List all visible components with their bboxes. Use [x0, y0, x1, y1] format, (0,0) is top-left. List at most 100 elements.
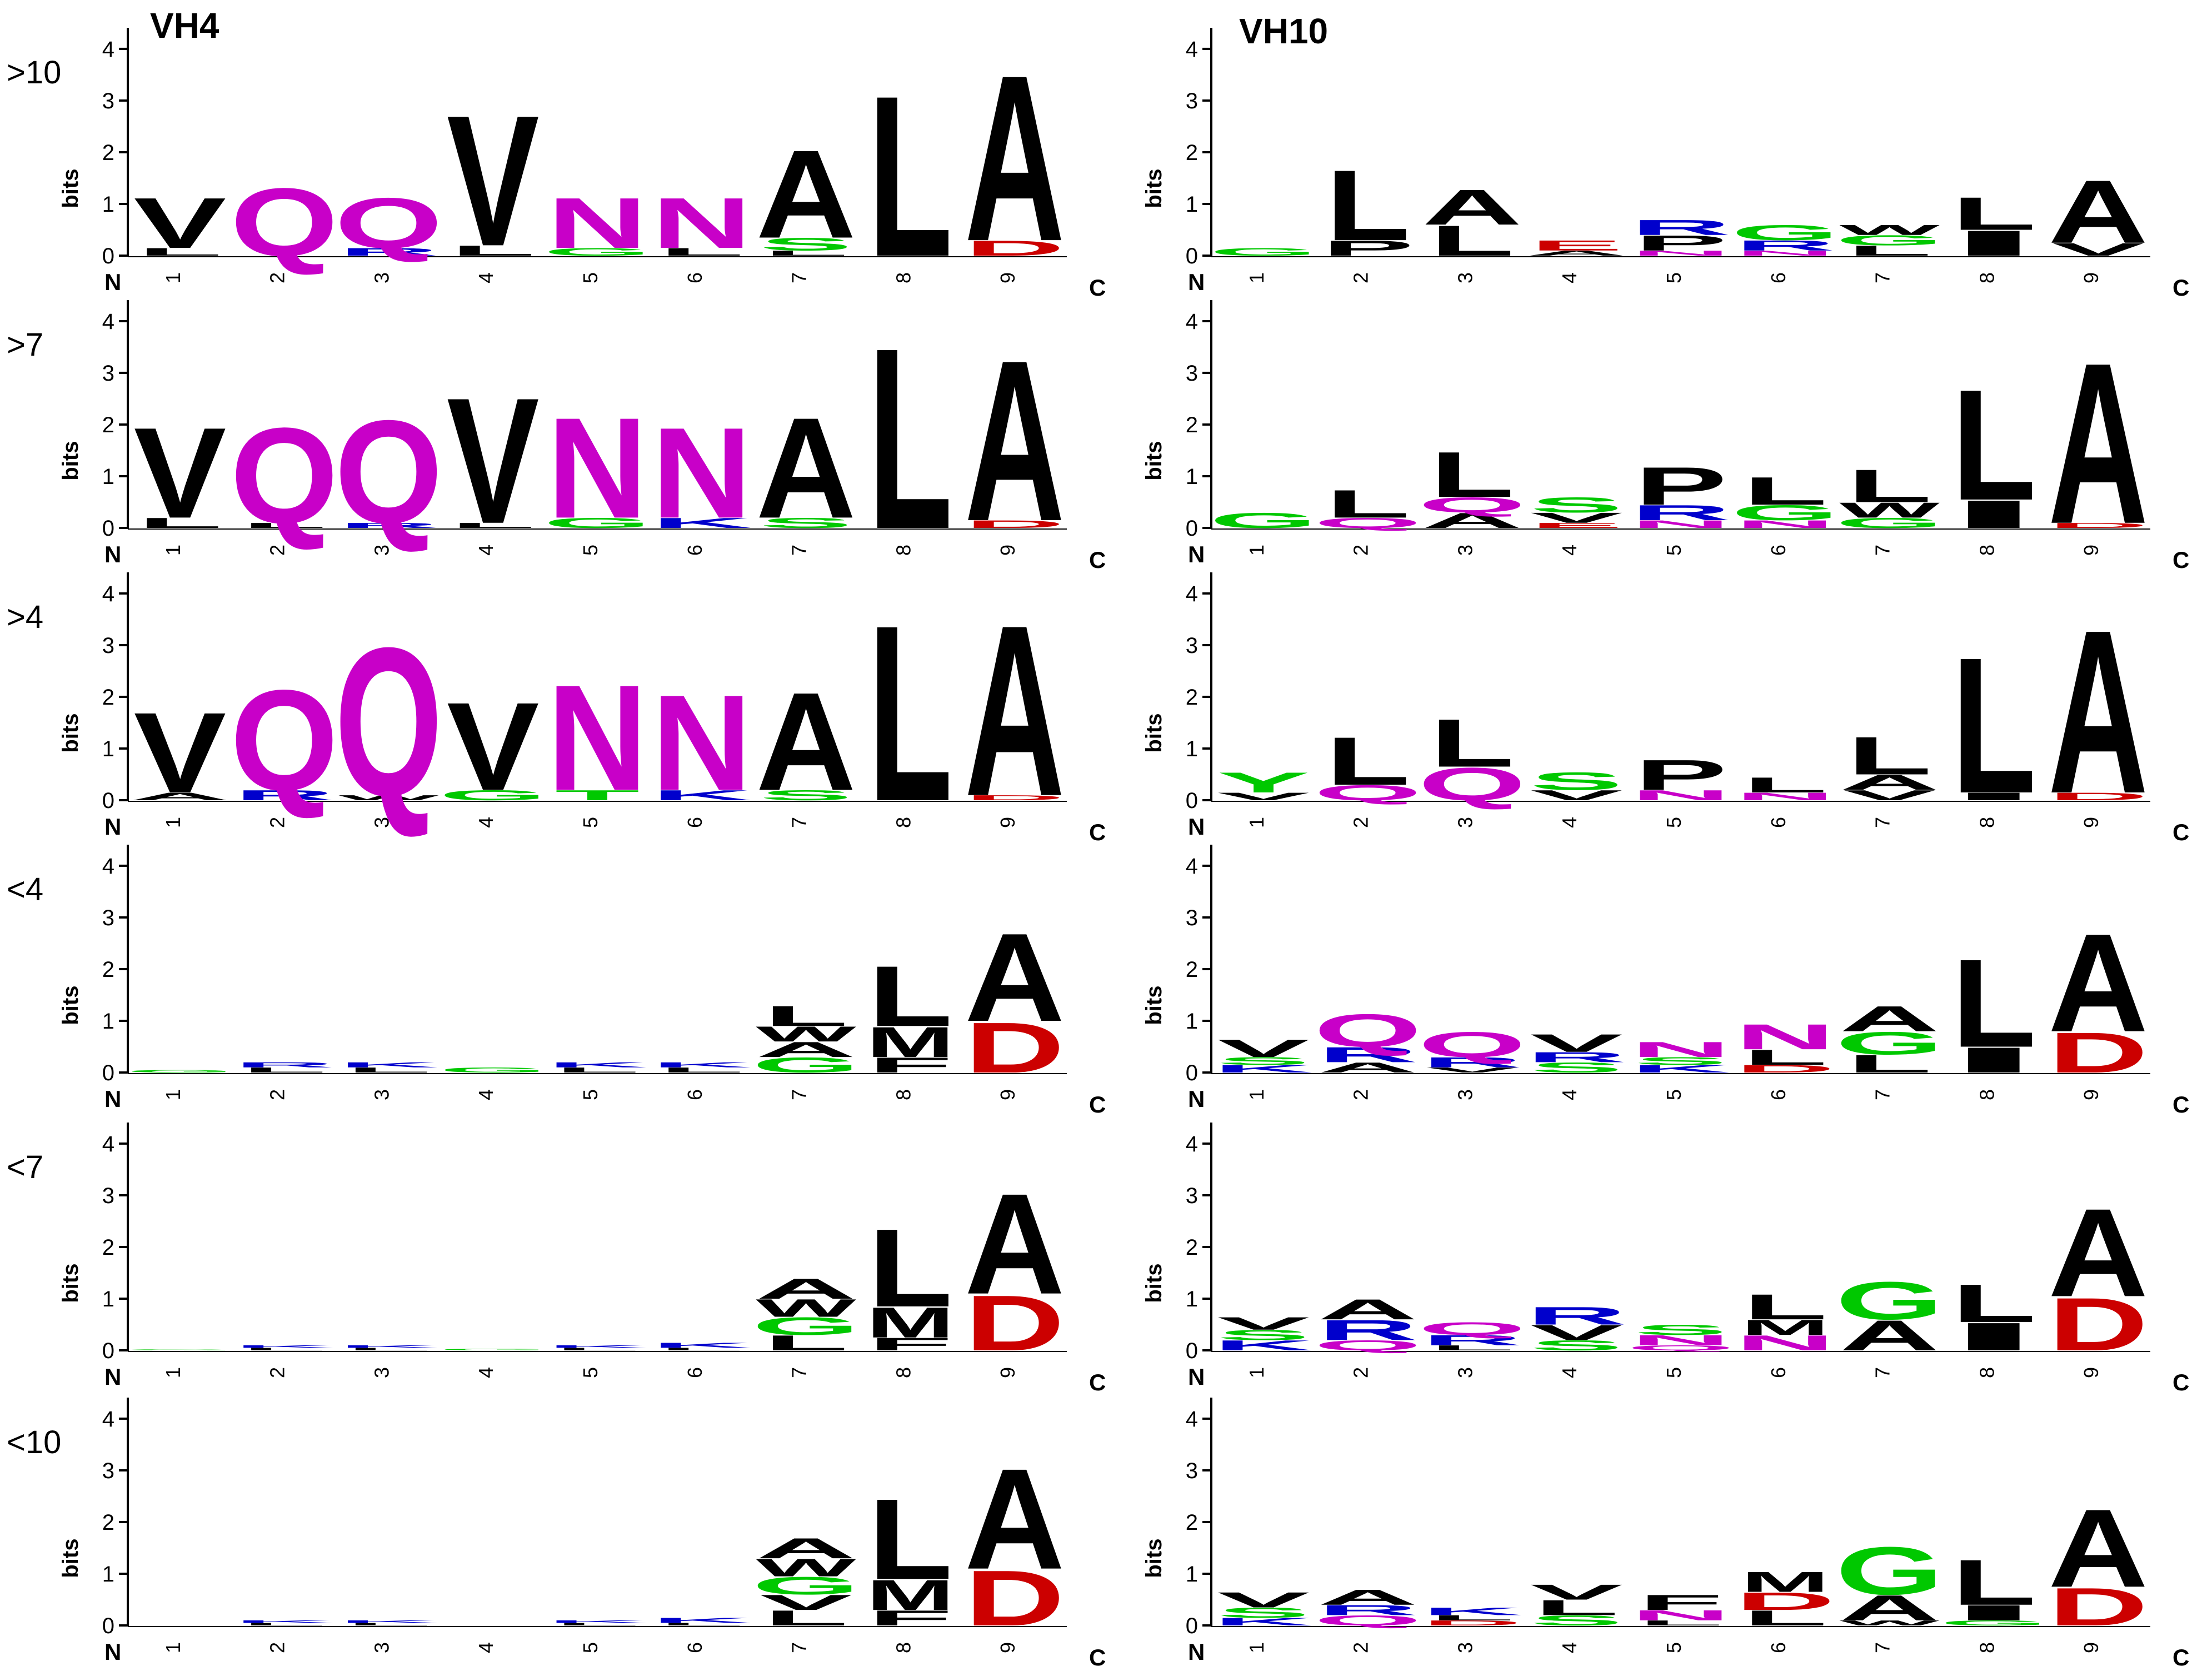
position-label: 8 — [892, 1642, 915, 1653]
y-tick-label: 3 — [102, 634, 114, 658]
residue-glyph: K — [1422, 1605, 1522, 1618]
n-terminus-label: N — [1188, 814, 1205, 840]
residue-glyph: L — [346, 1347, 431, 1351]
n-terminus-label: N — [104, 814, 121, 840]
y-tick-label: 1 — [1186, 737, 1198, 761]
residue-glyph: L — [868, 48, 953, 305]
residue-glyph: K — [338, 1620, 438, 1624]
residue-glyph: V — [1217, 1314, 1310, 1334]
y-tick-label: 4 — [1186, 854, 1198, 879]
y-tick-label: 4 — [102, 37, 114, 62]
residue-glyph: A — [2048, 316, 2148, 572]
residue-glyph: A — [756, 1533, 856, 1565]
residue-glyph: Q — [334, 183, 442, 263]
row-label: <7 — [7, 1149, 43, 1185]
residue-glyph: S — [1530, 493, 1623, 517]
residue-glyph: K — [547, 1620, 647, 1624]
position-label: 2 — [1350, 1367, 1372, 1378]
residue-glyph: W — [338, 794, 439, 801]
position-label: 3 — [370, 272, 393, 283]
y-tick-label: 1 — [1186, 1009, 1198, 1034]
residue-glyph: G — [1210, 508, 1317, 532]
residue-glyph: F — [868, 1606, 953, 1630]
position-label: 1 — [1245, 1642, 1268, 1653]
residue-glyph: L — [1847, 726, 1932, 786]
position-label: 4 — [1558, 545, 1581, 556]
y-tick-label: 0 — [1186, 1061, 1198, 1085]
position-label: 4 — [475, 545, 497, 556]
y-tick-label: 2 — [1186, 413, 1198, 437]
y-tick-label: 3 — [1186, 906, 1198, 930]
position-label: 5 — [579, 1089, 602, 1100]
y-axis-label: bits — [1142, 1539, 1166, 1578]
residue-glyph: A — [756, 387, 856, 548]
residue-glyph: L — [1743, 1606, 1828, 1630]
residue-glyph: S — [760, 234, 852, 254]
y-tick-label: 3 — [1186, 1184, 1198, 1208]
residue-glyph: L — [1325, 149, 1410, 262]
position-label: 9 — [996, 817, 1019, 828]
position-label: 9 — [2080, 545, 2103, 556]
residue-glyph: R — [338, 521, 438, 529]
residue-glyph: A — [1422, 508, 1522, 532]
residue-glyph: L — [1639, 1619, 1724, 1627]
residue-glyph: S — [1217, 1055, 1310, 1068]
position-label: 3 — [370, 1367, 393, 1378]
residue-glyph: G — [752, 1313, 860, 1340]
residue-glyph: Q — [1418, 1319, 1526, 1339]
position-label: 4 — [1558, 1367, 1581, 1378]
y-tick-label: 1 — [1186, 465, 1198, 489]
residue-glyph: L — [1534, 1595, 1619, 1619]
y-tick-label: 4 — [102, 1132, 114, 1156]
residue-glyph: S — [1635, 1055, 1727, 1068]
residue-glyph: S — [760, 515, 852, 531]
y-tick-label: 2 — [102, 685, 114, 710]
y-axis-label: bits — [1142, 441, 1166, 481]
residue-glyph: L — [1430, 217, 1515, 265]
residue-glyph: L — [138, 515, 223, 531]
y-tick-label: 2 — [102, 413, 114, 437]
residue-glyph: N — [547, 183, 647, 263]
residue-glyph: L — [555, 1347, 640, 1351]
position-label: 8 — [892, 1367, 915, 1378]
residue-glyph: P — [1321, 236, 1414, 260]
residue-glyph: L — [763, 249, 848, 257]
c-terminus-label: C — [2173, 275, 2189, 301]
residue-glyph: Q — [334, 390, 442, 554]
y-tick-label: 2 — [1186, 141, 1198, 165]
residue-glyph: A — [965, 907, 1065, 1048]
position-label: 1 — [1245, 1367, 1268, 1378]
residue-glyph: A — [965, 27, 1065, 291]
residue-glyph: G — [1940, 1619, 2048, 1627]
position-label: 1 — [162, 817, 184, 828]
residue-glyph: L — [242, 521, 327, 529]
c-terminus-label: C — [2173, 819, 2189, 845]
residue-glyph: V — [447, 76, 540, 285]
residue-glyph: K — [652, 1061, 752, 1069]
row-label: >7 — [7, 327, 43, 363]
residue-glyph: D — [965, 236, 1065, 260]
y-tick-label: 3 — [102, 1184, 114, 1208]
c-terminus-label: C — [1089, 547, 1106, 573]
residue-glyph: P — [1635, 456, 1727, 516]
position-label: 2 — [1350, 1089, 1372, 1100]
residue-glyph: Q — [1314, 1613, 1422, 1629]
y-tick-label: 4 — [1186, 1407, 1198, 1431]
n-terminus-label: N — [104, 1364, 121, 1390]
residue-glyph: L — [1325, 723, 1410, 799]
residue-glyph: V — [447, 676, 540, 816]
position-label: 3 — [370, 545, 393, 556]
position-label: 1 — [162, 272, 184, 283]
position-label: 9 — [996, 1089, 1019, 1100]
position-label: 7 — [1871, 1642, 1894, 1653]
y-tick-label: 2 — [102, 957, 114, 982]
residue-glyph: S — [1635, 1322, 1727, 1338]
residue-glyph: G — [439, 787, 547, 804]
residue-glyph: L — [1743, 1287, 1828, 1327]
position-label: 7 — [788, 1089, 811, 1100]
position-label: 9 — [996, 272, 1019, 283]
